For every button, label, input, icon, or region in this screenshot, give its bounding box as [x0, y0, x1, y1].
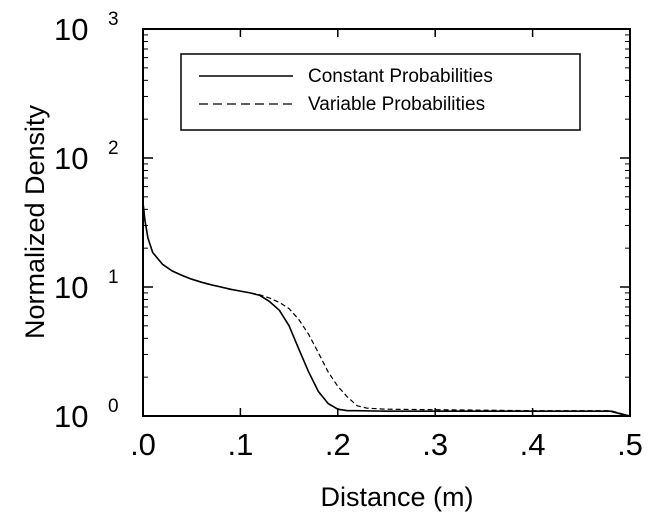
- frame-layer: [142, 28, 631, 417]
- legend: Constant Probabilities Variable Probabil…: [180, 53, 581, 131]
- x-tick-label: .1: [227, 427, 253, 462]
- y-tick-label-base: 10: [54, 12, 88, 47]
- legend-label-constant: Constant Probabilities: [308, 66, 493, 87]
- x-tick-label: .4: [520, 427, 546, 462]
- ticks-layer: [142, 28, 631, 417]
- y-tick-label-exponent: 2: [108, 138, 119, 159]
- x-tick-label: .3: [422, 427, 448, 462]
- y-tick-label-exponent: 3: [108, 9, 119, 30]
- y-tick-label-base: 10: [54, 141, 88, 176]
- y-axis-label: Normalized Density: [20, 104, 50, 339]
- x-tick-label: .0: [130, 427, 156, 462]
- series-line-constant: [142, 202, 631, 417]
- labels-layer: .0 .1 .2 .3 .4 .5 10 0 10 1 10 2 10 3: [54, 9, 643, 462]
- y-tick-label-base: 10: [54, 399, 88, 434]
- y-tick-label-base: 10: [54, 270, 88, 305]
- series-layer: [142, 202, 631, 417]
- legend-label-variable: Variable Probabilities: [308, 94, 485, 115]
- plot-frame: [142, 28, 631, 417]
- y-tick-label-exponent: 1: [108, 267, 119, 288]
- x-axis-label: Distance (m): [320, 482, 473, 512]
- x-tick-label: .5: [617, 427, 643, 462]
- y-tick-label-exponent: 0: [108, 396, 119, 417]
- legend-box: [180, 53, 581, 131]
- x-tick-label: .2: [325, 427, 351, 462]
- series-line-variable: [142, 202, 631, 417]
